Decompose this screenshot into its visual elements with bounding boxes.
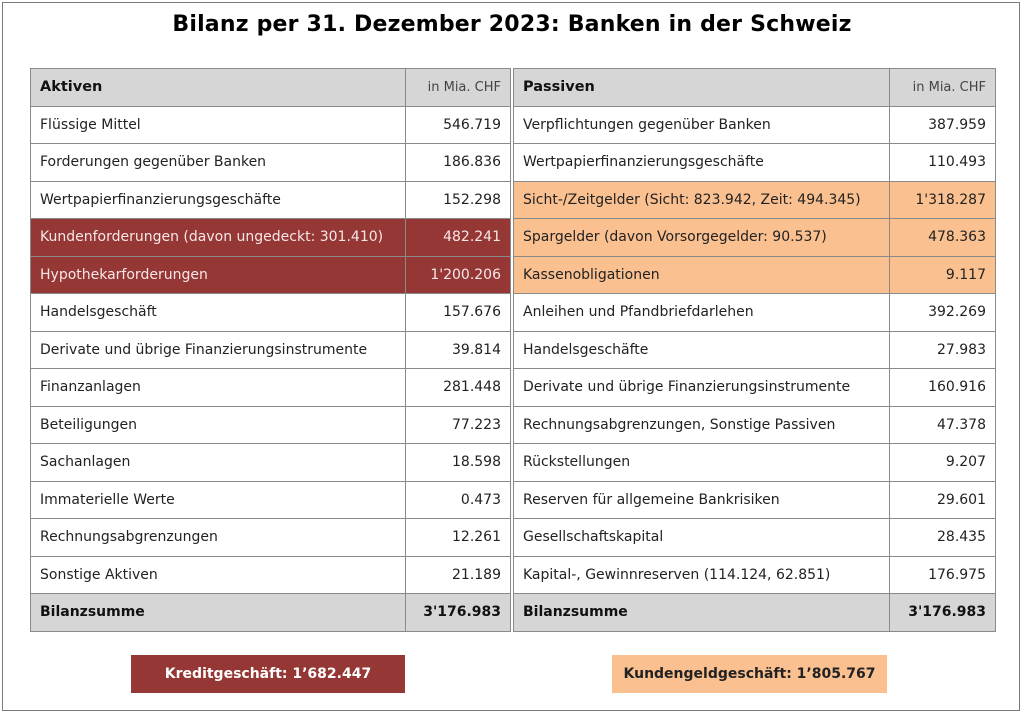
- passiven-value: 9.117: [889, 255, 996, 294]
- passiven-total-value: 3'176.983: [889, 593, 996, 632]
- passiven-label: Kapital-, Gewinnreserven (114.124, 62.85…: [513, 555, 890, 594]
- passiven-label: Wertpapierfinanzierungsgeschäfte: [513, 143, 890, 182]
- passiven-label: Reserven für allgemeine Bankrisiken: [513, 480, 890, 519]
- aktiven-label: Beteiligungen: [30, 405, 406, 444]
- passiven-unit: in Mia. CHF: [889, 68, 996, 107]
- table-row: Wertpapierfinanzierungsgeschäfte 152.298 S…: [30, 180, 996, 219]
- passiven-value: 176.975: [889, 555, 996, 594]
- aktiven-value: 152.298: [405, 180, 511, 219]
- passiven-total-label: Bilanzsumme: [513, 593, 890, 632]
- passiven-value: 29.601: [889, 480, 996, 519]
- table-row: Handelsgeschäft 157.676 Anleihen und Pfand…: [30, 293, 996, 332]
- passiven-label: Rückstellungen: [513, 443, 890, 482]
- aktiven-value: 281.448: [405, 368, 511, 407]
- total-row: Bilanzsumme 3'176.983 Bilanzsumme 3'176.983: [30, 593, 996, 632]
- passiven-value: 392.269: [889, 293, 996, 332]
- aktiven-label: Sachanlagen: [30, 443, 406, 482]
- passiven-value: 9.207: [889, 443, 996, 482]
- passiven-value: 28.435: [889, 518, 996, 557]
- passiven-label: Rechnungsabgrenzungen, Sonstige Passiven: [513, 405, 890, 444]
- table-header-row: Aktiven in Mia. CHF Passiven in Mia. CHF: [30, 68, 996, 107]
- passiven-label: Sicht-/Zeitgelder (Sicht: 823.942, Zeit:…: [513, 180, 890, 219]
- table-row: Flüssige Mittel 546.719 Verpflichtungen ge…: [30, 105, 996, 144]
- aktiven-header: Aktiven: [30, 68, 406, 107]
- aktiven-value: 21.189: [405, 555, 511, 594]
- table-row: Hypothekarforderungen 1'200.206 Kassenobli…: [30, 255, 996, 294]
- aktiven-label: Hypothekarforderungen: [30, 255, 406, 294]
- aktiven-label: Kundenforderungen (davon ungedeckt: 301.…: [30, 218, 406, 257]
- table-row: Rechnungsabgrenzungen 12.261 Gesellschafts…: [30, 518, 996, 557]
- aktiven-label: Immaterielle Werte: [30, 480, 406, 519]
- passiven-label: Anleihen und Pfandbriefdarlehen: [513, 293, 890, 332]
- aktiven-label: Wertpapierfinanzierungsgeschäfte: [30, 180, 406, 219]
- table-row: Sachanlagen 18.598 Rückstellungen 9.207: [30, 443, 996, 482]
- passiven-label: Derivate und übrige Finanzierungsinstrum…: [513, 368, 890, 407]
- aktiven-value: 186.836: [405, 143, 511, 182]
- aktiven-value: 77.223: [405, 405, 511, 444]
- passiven-label: Gesellschaftskapital: [513, 518, 890, 557]
- aktiven-value: 0.473: [405, 480, 511, 519]
- aktiven-value: 12.261: [405, 518, 511, 557]
- kundengeldgeschaeft-summary: Kundengeldgeschäft: 1’805.767: [612, 655, 887, 693]
- aktiven-label: Derivate und übrige Finanzierungsinstrum…: [30, 330, 406, 369]
- page-title: Bilanz per 31. Dezember 2023: Banken in …: [172, 12, 852, 37]
- passiven-label: Verpflichtungen gegenüber Banken: [513, 105, 890, 144]
- passiven-value: 478.363: [889, 218, 996, 257]
- aktiven-value: 482.241: [405, 218, 511, 257]
- balance-sheet-table: Aktiven in Mia. CHF Passiven in Mia. CHF…: [30, 68, 996, 632]
- table-row: Finanzanlagen 281.448 Derivate und übrige …: [30, 368, 996, 407]
- aktiven-label: Rechnungsabgrenzungen: [30, 518, 406, 557]
- passiven-label: Spargelder (davon Vorsorgegelder: 90.537…: [513, 218, 890, 257]
- passiven-value: 27.983: [889, 330, 996, 369]
- aktiven-label: Handelsgeschäft: [30, 293, 406, 332]
- passiven-value: 387.959: [889, 105, 996, 144]
- kreditgeschaeft-summary: Kreditgeschäft: 1’682.447: [131, 655, 405, 693]
- aktiven-label: Forderungen gegenüber Banken: [30, 143, 406, 182]
- passiven-header: Passiven: [513, 68, 890, 107]
- table-row: Immaterielle Werte 0.473 Reserven für allg…: [30, 480, 996, 519]
- aktiven-total-label: Bilanzsumme: [30, 593, 406, 632]
- passiven-label: Handelsgeschäfte: [513, 330, 890, 369]
- aktiven-label: Finanzanlagen: [30, 368, 406, 407]
- aktiven-value: 157.676: [405, 293, 511, 332]
- aktiven-value: 546.719: [405, 105, 511, 144]
- passiven-value: 47.378: [889, 405, 996, 444]
- aktiven-total-value: 3'176.983: [405, 593, 511, 632]
- table-row: Derivate und übrige Finanzierungsinstrum…: [30, 330, 996, 369]
- table-row: Forderungen gegenüber Banken 186.836 Wertp…: [30, 143, 996, 182]
- passiven-label: Kassenobligationen: [513, 255, 890, 294]
- table-row: Kundenforderungen (davon ungedeckt: 301.…: [30, 218, 996, 257]
- aktiven-value: 1'200.206: [405, 255, 511, 294]
- passiven-value: 1'318.287: [889, 180, 996, 219]
- aktiven-label: Flüssige Mittel: [30, 105, 406, 144]
- aktiven-value: 39.814: [405, 330, 511, 369]
- table-row: Beteiligungen 77.223 Rechnungsabgrenzungen…: [30, 405, 996, 444]
- table-row: Sonstige Aktiven 21.189 Kapital-, Gewinnre…: [30, 555, 996, 594]
- aktiven-label: Sonstige Aktiven: [30, 555, 406, 594]
- aktiven-value: 18.598: [405, 443, 511, 482]
- aktiven-unit: in Mia. CHF: [405, 68, 511, 107]
- passiven-value: 160.916: [889, 368, 996, 407]
- passiven-value: 110.493: [889, 143, 996, 182]
